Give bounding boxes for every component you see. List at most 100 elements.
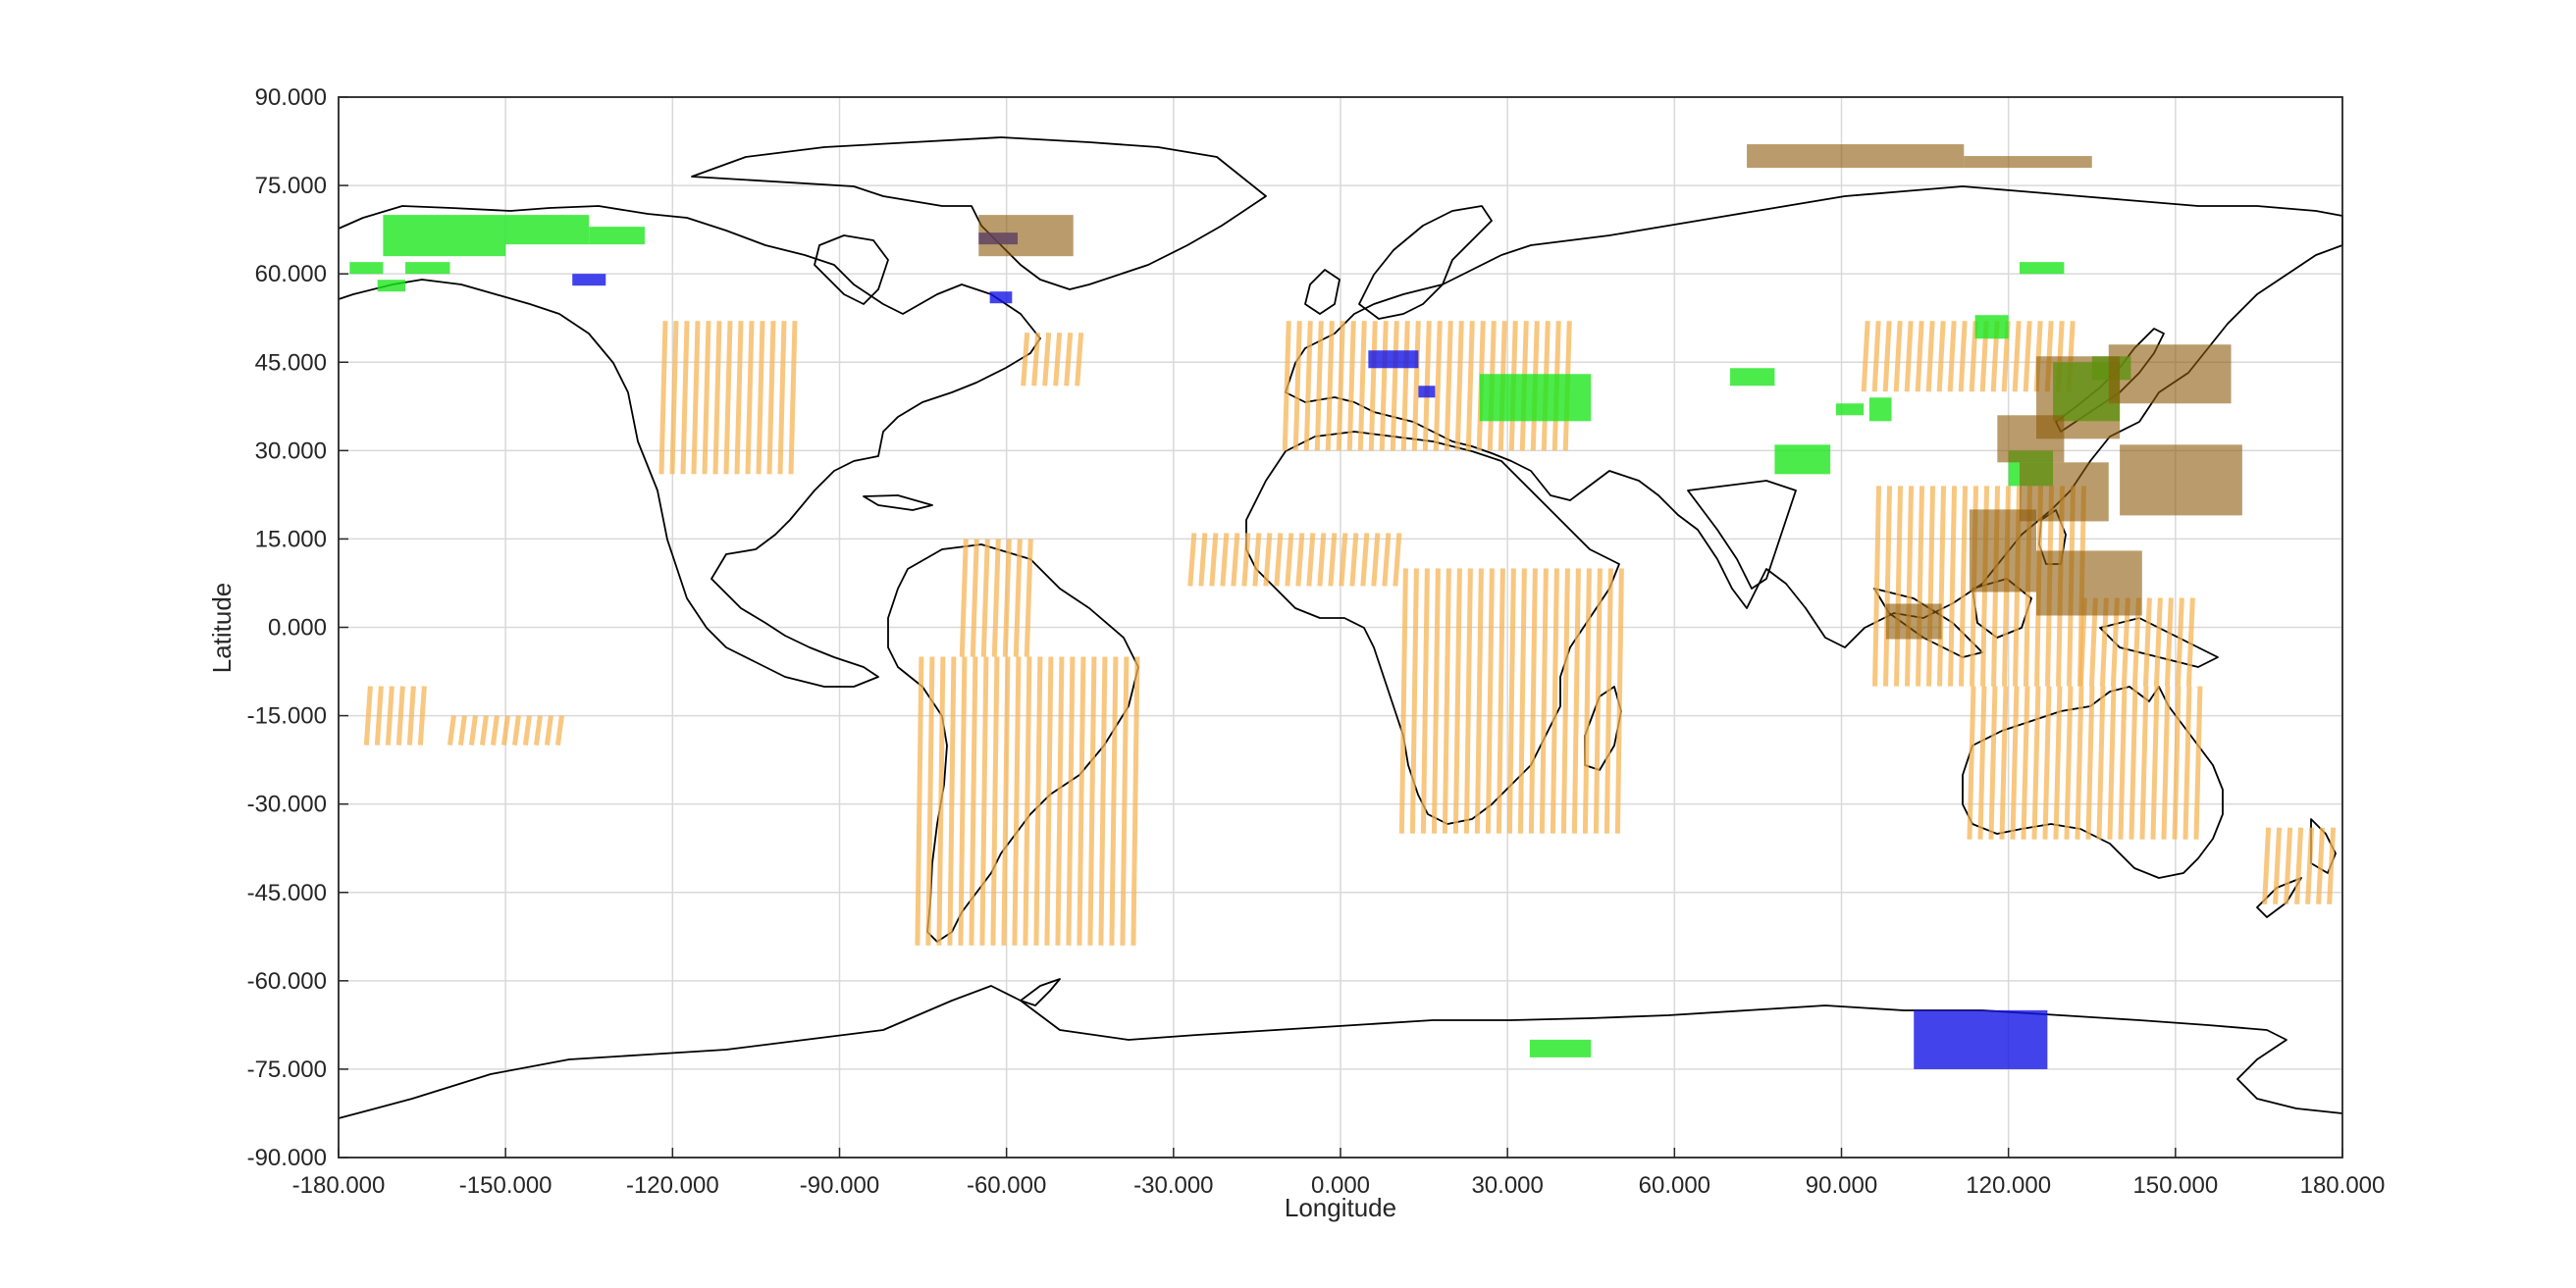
swath-stripe [1400, 321, 1410, 451]
swath-stripe [1209, 533, 1219, 587]
swath-stripe [2150, 686, 2160, 840]
swath-stripe [1517, 568, 1527, 834]
swath-stripe [1433, 321, 1443, 451]
swath-stripe [1390, 321, 1399, 451]
swath-stripe [500, 715, 510, 746]
swath-stripe [1871, 321, 1881, 392]
coverage-region-orange [915, 656, 1140, 946]
y-tick-label: -75.000 [247, 1056, 327, 1083]
swath-stripe [1314, 321, 1324, 451]
coverage-region-orange [1967, 686, 2203, 840]
x-tick-label: -150.000 [459, 1172, 552, 1199]
swath-stripe [1066, 656, 1076, 946]
swath-stripe [1420, 568, 1430, 834]
coverage-region-orange [1398, 568, 1624, 834]
swath-stripe [2153, 597, 2163, 687]
coverage-region-orange [1187, 533, 1402, 587]
swath-stripe [1474, 568, 1484, 834]
swath-stripe [1013, 539, 1023, 657]
swath-stripe [374, 686, 384, 746]
swath-stripe [2316, 827, 2326, 904]
swath-stripe [1465, 321, 1475, 451]
swath-stripe [1346, 321, 1356, 451]
swath-stripe [1031, 333, 1041, 386]
swath-stripe [712, 321, 722, 475]
swath-stripe [959, 539, 969, 657]
swath-stripe [1937, 486, 1947, 687]
swath-stripe [2185, 597, 2195, 687]
swath-stripe [2262, 827, 2272, 904]
swath-stripe [417, 686, 427, 746]
swath-stripe [1120, 656, 1130, 946]
x-tick-label: -30.000 [1133, 1172, 1213, 1199]
swath-stripe [2023, 321, 2032, 392]
y-tick-label: -15.000 [247, 703, 327, 730]
swath-stripe [1916, 486, 1925, 687]
swath-stripe [1571, 568, 1581, 834]
coverage-region-blue [572, 274, 606, 286]
coverage-region-green [377, 280, 406, 292]
swath-stripe [980, 539, 990, 657]
x-axis-ticks: -180.000 -150.000 -120.000 -90.000 -60.000 -3… [292, 1148, 2385, 1199]
swath-stripe [1252, 533, 1262, 587]
swath-stripe [1936, 321, 1946, 392]
y-tick-label: 75.000 [255, 173, 327, 199]
coverage-region-orange [2262, 827, 2337, 904]
x-tick-label: 150.000 [2132, 1172, 2218, 1199]
coverage-region-green [1835, 403, 1865, 416]
swath-stripe [1002, 539, 1012, 657]
coastline-antarctica [338, 985, 2343, 1119]
swath-stripe [1274, 533, 1284, 587]
coverage-region-orange [447, 715, 564, 746]
swath-stripe [533, 715, 543, 746]
swath-stripe [991, 539, 1001, 657]
coverage-region-brown [1969, 509, 2037, 592]
swath-stripe [777, 321, 787, 475]
coverage-region-green [1479, 374, 1592, 422]
coverage-region-brown [1964, 156, 2092, 169]
swath-stripe [958, 656, 968, 946]
coverage-region-brown [1747, 144, 1965, 169]
x-tick-label: -90.000 [800, 1172, 879, 1199]
coastline-antarctic-peninsula [1020, 978, 1061, 1006]
x-tick-label: -120.000 [626, 1172, 719, 1199]
swath-stripe [2284, 827, 2293, 904]
swath-stripe [1282, 321, 1291, 451]
swath-stripe [2142, 597, 2152, 687]
swath-stripe [970, 539, 979, 657]
x-tick-label: 30.000 [1471, 1172, 1543, 1199]
swath-stripe [1075, 333, 1084, 386]
grid-layer [338, 96, 2343, 1159]
plot-area [338, 96, 2343, 1159]
region-layer [349, 144, 2337, 1069]
swath-stripe [1958, 321, 1968, 392]
swath-stripe [702, 321, 711, 475]
swath-stripe [1988, 686, 1998, 840]
swath-stripe [468, 715, 478, 746]
swath-stripe [2085, 686, 2095, 840]
swath-stripe [1033, 656, 1043, 946]
swath-stripe [1582, 568, 1592, 834]
swath-stripe [2172, 686, 2182, 840]
coverage-region-orange [1021, 333, 1084, 386]
swath-stripe [1861, 321, 1870, 392]
swath-stripe [1325, 321, 1335, 451]
y-tick-label: 45.000 [255, 349, 327, 376]
swath-stripe [1926, 486, 1936, 687]
swath-stripe [2012, 321, 2022, 392]
y-tick-label: -60.000 [247, 968, 327, 995]
swath-stripe [1064, 333, 1074, 386]
swath-stripe [2161, 686, 2171, 840]
coverage-region-brown [2036, 550, 2142, 616]
swath-stripe [1368, 321, 1378, 451]
swath-stripe [1948, 486, 1958, 687]
x-tick-label: 0.000 [1311, 1172, 1370, 1199]
swath-stripe [1098, 656, 1108, 946]
swath-stripe [658, 321, 668, 475]
swath-stripe [979, 656, 989, 946]
coverage-region-brown [1885, 603, 1942, 640]
swath-stripe [447, 715, 456, 746]
swath-stripe [1452, 568, 1462, 834]
coastline-india [1687, 480, 1797, 590]
